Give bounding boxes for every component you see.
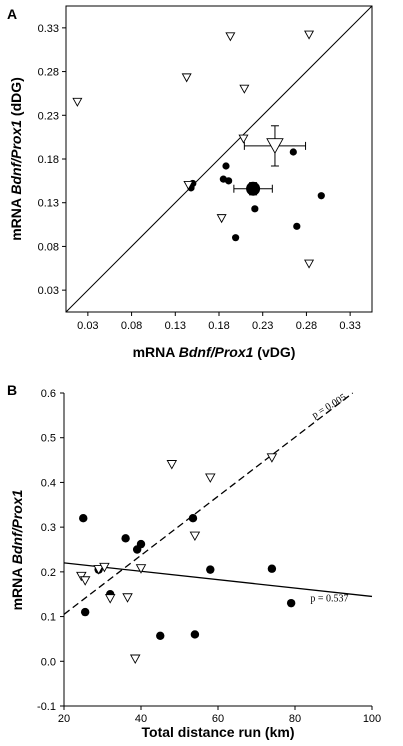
panel-a-x-tick-label: 0.13 xyxy=(165,320,186,332)
panel-a-x-tick-label: 0.18 xyxy=(208,320,229,332)
data-point-triangle xyxy=(166,460,178,470)
panel-a-x-axis-label: mRNA Bdnf/Prox1 (vDG) xyxy=(133,344,296,360)
data-point-circle xyxy=(79,514,88,523)
panel-b-y-tick-label: 0.6 xyxy=(41,388,56,400)
panel-b-dashed-fit-p-label: p = 0.005 xyxy=(310,392,348,421)
mean-point-triangle xyxy=(266,138,284,155)
data-point-triangle xyxy=(238,134,249,144)
data-point-triangle xyxy=(189,531,201,542)
panel-b-y-tick-label: 0.3 xyxy=(41,522,56,534)
data-point-circle xyxy=(286,598,296,608)
panel-b-fit-lines xyxy=(63,392,373,615)
panel-b-x-axis-label: Total distance run (km) xyxy=(142,724,295,740)
data-point-circle xyxy=(188,514,198,523)
panel-a-y-tick-label: 0.08 xyxy=(38,241,59,253)
panel-b-y-tick-label: 0.0 xyxy=(41,656,56,668)
panel-b-y-axis-label: mRNA Bdnf/Prox1 xyxy=(9,489,25,610)
panel-b-label: B xyxy=(7,382,17,398)
data-point-triangle xyxy=(183,180,194,190)
data-point-triangle xyxy=(239,84,250,94)
panel-a-y-axis-label: mRNA Bdnf/Prox1 (dDG) xyxy=(8,77,24,241)
data-point-triangle xyxy=(225,32,236,42)
panel-b-y-tick-label: 0.5 xyxy=(41,433,56,445)
data-point-circle xyxy=(121,534,130,543)
data-point-circle xyxy=(293,222,301,230)
panel-b-y-tick-label: 0.1 xyxy=(41,612,56,624)
data-point-triangle xyxy=(304,259,315,269)
data-point-triangle xyxy=(99,562,110,573)
panel-b-points xyxy=(76,453,296,665)
panel-b-x-tick-label: 80 xyxy=(289,713,301,725)
panel-a-points xyxy=(72,30,325,269)
dashed-regression-line xyxy=(63,392,354,615)
panel-a-y-tick-label: 0.03 xyxy=(38,285,59,297)
data-point-circle xyxy=(156,631,165,640)
panel-a-identity-line xyxy=(65,5,373,313)
data-point-triangle xyxy=(129,654,141,665)
panel-b-x-tick-label: 100 xyxy=(363,713,381,725)
data-point-circle xyxy=(225,177,233,185)
data-point-triangle xyxy=(122,593,133,603)
panel-a: A 0.03 0.08 0.13 0.18 0.23 0.28 0.330.030.080.… xyxy=(7,5,373,360)
panel-a-x-tick-label: 0.28 xyxy=(296,320,317,332)
panel-b-y-tick-label: 0.2 xyxy=(41,567,56,579)
data-point-triangle xyxy=(304,30,315,40)
panel-a-label: A xyxy=(7,6,17,22)
panel-a-x-tick-label: 0.03 xyxy=(77,320,98,332)
data-point-circle xyxy=(267,564,277,573)
data-point-circle xyxy=(317,192,325,200)
panel-a-y-tick-label: 0.13 xyxy=(38,198,59,210)
panel-b-ticks: 20 40 60 80 100 -0.1 0.0 0.1 0.2 0.3 0.4 0.5 0.6 xyxy=(37,388,381,725)
data-point-circle xyxy=(80,607,90,617)
panel-a-y-tick-label: 0.33 xyxy=(38,23,59,35)
data-point-triangle xyxy=(72,97,83,107)
panel-b: B 20 40 60 80 100 -0.1 0.0 0.1 0.2 0.3 0.4 0.5 0.6 p… xyxy=(7,382,381,740)
panel-a-y-tick-label: 0.23 xyxy=(38,110,59,122)
data-point-triangle xyxy=(266,453,278,463)
data-point-triangle xyxy=(93,565,104,575)
panel-a-x-tick-label: 0.23 xyxy=(252,320,273,332)
panel-a-x-tick-label: 0.33 xyxy=(339,320,360,332)
data-point-circle xyxy=(206,565,215,574)
data-point-triangle xyxy=(135,564,147,574)
panel-a-y-tick-label: 0.18 xyxy=(38,154,59,166)
panel-b-x-tick-label: 40 xyxy=(135,713,147,725)
data-point-triangle xyxy=(79,576,91,586)
data-point-circle xyxy=(251,205,259,213)
data-point-circle xyxy=(232,234,240,242)
data-point-circle xyxy=(190,630,200,639)
data-point-triangle xyxy=(104,594,116,604)
panel-a-ticks: 0.03 0.08 0.13 0.18 0.23 0.28 0.33 0.03 0.08 0.13… xyxy=(38,23,361,332)
data-point-circle xyxy=(222,162,230,170)
solid-regression-line xyxy=(63,562,373,598)
panel-b-y-tick-label: 0.4 xyxy=(41,477,56,489)
panel-b-x-tick-label: 20 xyxy=(58,713,70,725)
mean-point-circle xyxy=(246,181,261,196)
panel-b-x-tick-label: 60 xyxy=(212,713,224,725)
data-point-triangle xyxy=(205,473,216,483)
data-point-circle xyxy=(136,539,146,549)
panel-b-y-tick-label: -0.1 xyxy=(37,701,56,713)
panel-b-solid-fit-p-label: p = 0.537 xyxy=(310,594,348,605)
data-point-triangle xyxy=(216,214,227,224)
data-point-triangle xyxy=(181,73,192,83)
data-point-circle xyxy=(289,148,297,156)
panel-a-x-tick-label: 0.08 xyxy=(121,320,142,332)
panel-a-y-tick-label: 0.28 xyxy=(38,67,59,79)
